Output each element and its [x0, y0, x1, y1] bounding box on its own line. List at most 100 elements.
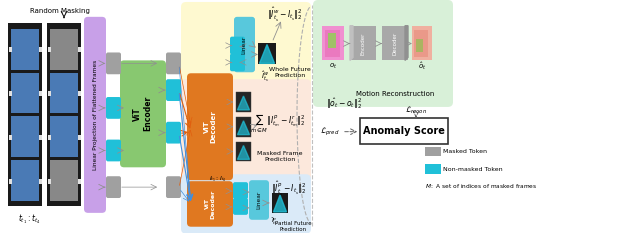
- Text: $\sum_{m \in M}\|I^p_{t_m} - I^r_{t_m}\|_2^2$: $\sum_{m \in M}\|I^p_{t_m} - I^r_{t_m}\|…: [250, 113, 306, 135]
- Bar: [236, 117, 251, 137]
- Text: Partial Future
Prediction: Partial Future Prediction: [275, 221, 311, 232]
- Bar: [382, 26, 408, 60]
- Bar: [8, 47, 12, 52]
- Text: Linear Projection of Flattened Frames: Linear Projection of Flattened Frames: [93, 60, 97, 170]
- Bar: [236, 92, 251, 112]
- Bar: [50, 116, 78, 157]
- Text: Linear: Linear: [241, 35, 246, 54]
- FancyBboxPatch shape: [230, 37, 245, 55]
- Text: $\mathcal{L}_{pred}$: $\mathcal{L}_{pred}$: [321, 126, 340, 138]
- Bar: [47, 23, 81, 206]
- Bar: [360, 118, 448, 144]
- Bar: [8, 135, 12, 140]
- FancyBboxPatch shape: [187, 181, 233, 227]
- FancyBboxPatch shape: [313, 0, 453, 107]
- FancyBboxPatch shape: [187, 73, 233, 180]
- Bar: [350, 26, 376, 60]
- FancyBboxPatch shape: [233, 198, 248, 215]
- Bar: [11, 29, 39, 70]
- Bar: [11, 160, 39, 201]
- Text: Anomaly Score: Anomaly Score: [363, 126, 445, 136]
- Text: Decoder: Decoder: [392, 32, 397, 55]
- Text: $\mathcal{L}_{recon}$: $\mathcal{L}_{recon}$: [405, 104, 427, 116]
- Bar: [328, 33, 336, 48]
- Bar: [38, 178, 42, 184]
- Text: ViT
Encoder: ViT Encoder: [133, 96, 153, 131]
- Bar: [236, 142, 251, 161]
- Text: $t_{t_1}:t_{t_4}$: $t_{t_1}:t_{t_4}$: [18, 212, 40, 226]
- Bar: [322, 26, 344, 60]
- Bar: [47, 135, 51, 140]
- Text: Non-masked Token: Non-masked Token: [443, 167, 502, 172]
- Bar: [77, 178, 81, 184]
- Bar: [11, 116, 39, 157]
- FancyBboxPatch shape: [166, 79, 181, 101]
- FancyBboxPatch shape: [166, 122, 181, 144]
- Text: ViT
Decoder: ViT Decoder: [205, 189, 216, 219]
- Text: $\|\hat{o}_t - o_t\|_2^2$: $\|\hat{o}_t - o_t\|_2^2$: [326, 96, 362, 111]
- Polygon shape: [259, 45, 275, 63]
- FancyBboxPatch shape: [106, 140, 121, 161]
- FancyBboxPatch shape: [181, 79, 311, 188]
- Bar: [425, 147, 441, 156]
- FancyBboxPatch shape: [106, 176, 121, 198]
- FancyBboxPatch shape: [106, 52, 121, 74]
- Bar: [38, 91, 42, 96]
- FancyBboxPatch shape: [234, 17, 255, 72]
- Polygon shape: [350, 26, 353, 60]
- Bar: [236, 142, 251, 161]
- Text: Whole Future
Prediction: Whole Future Prediction: [269, 67, 311, 78]
- Bar: [412, 26, 432, 60]
- Bar: [11, 72, 39, 113]
- Text: $\hat{I}^w_{t_s}$: $\hat{I}^w_{t_s}$: [261, 70, 269, 84]
- Bar: [272, 193, 288, 213]
- FancyBboxPatch shape: [249, 180, 269, 220]
- FancyBboxPatch shape: [230, 53, 245, 71]
- Text: ViT
Decoder: ViT Decoder: [204, 110, 216, 143]
- Polygon shape: [237, 96, 250, 110]
- FancyBboxPatch shape: [233, 182, 248, 199]
- Bar: [8, 23, 42, 206]
- Bar: [8, 91, 12, 96]
- Bar: [38, 47, 42, 52]
- Bar: [258, 43, 276, 64]
- Bar: [77, 91, 81, 96]
- FancyBboxPatch shape: [166, 176, 181, 198]
- FancyBboxPatch shape: [106, 97, 121, 119]
- Bar: [236, 92, 251, 112]
- Polygon shape: [237, 146, 250, 159]
- Text: $I_{t_1}:I_{t_4}$: $I_{t_1}:I_{t_4}$: [209, 175, 227, 184]
- Text: Masked Frame
Prediction: Masked Frame Prediction: [257, 151, 303, 162]
- Bar: [50, 160, 78, 201]
- FancyBboxPatch shape: [181, 174, 311, 233]
- Bar: [50, 29, 78, 70]
- Polygon shape: [273, 195, 287, 212]
- Bar: [47, 47, 51, 52]
- Bar: [416, 39, 423, 52]
- Bar: [414, 30, 428, 57]
- Bar: [236, 117, 251, 137]
- FancyBboxPatch shape: [120, 60, 166, 167]
- FancyBboxPatch shape: [84, 17, 106, 213]
- Bar: [77, 47, 81, 52]
- Text: $M$:  A set of indices of masked frames: $M$: A set of indices of masked frames: [425, 182, 538, 190]
- FancyBboxPatch shape: [166, 52, 181, 74]
- Text: Random Masking: Random Masking: [30, 8, 90, 14]
- Bar: [38, 135, 42, 140]
- Polygon shape: [405, 26, 408, 60]
- Text: $\|\hat{I}^w_{t_s} - I_{t_s}\|_2^2$: $\|\hat{I}^w_{t_s} - I_{t_s}\|_2^2$: [267, 6, 303, 24]
- Text: Masked Token: Masked Token: [443, 149, 487, 154]
- Bar: [425, 164, 441, 174]
- Bar: [47, 91, 51, 96]
- Bar: [50, 72, 78, 113]
- Text: $\|\hat{I}^p_{t_s} - I_{t_s}\|_2^2$: $\|\hat{I}^p_{t_s} - I_{t_s}\|_2^2$: [271, 180, 307, 198]
- Bar: [77, 135, 81, 140]
- Polygon shape: [237, 121, 250, 135]
- Text: Linear: Linear: [257, 191, 262, 209]
- Text: Encoder: Encoder: [360, 32, 365, 55]
- Text: $o_t$: $o_t$: [329, 62, 337, 71]
- Text: Motion Reconstruction: Motion Reconstruction: [356, 91, 434, 97]
- FancyBboxPatch shape: [181, 2, 311, 89]
- Text: $\hat{o}_t$: $\hat{o}_t$: [418, 61, 426, 72]
- Text: $\hat{I}^p_{t_s}$: $\hat{I}^p_{t_s}$: [271, 215, 278, 227]
